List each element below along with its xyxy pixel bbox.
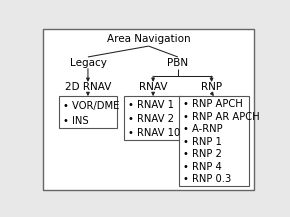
Text: • RNP APCH: • RNP APCH xyxy=(183,99,243,109)
Text: • INS: • INS xyxy=(63,115,88,125)
Text: 2D RNAV: 2D RNAV xyxy=(65,82,111,92)
Text: RNP: RNP xyxy=(201,82,222,92)
Bar xyxy=(59,96,117,128)
Text: • RNAV 2: • RNAV 2 xyxy=(128,114,174,124)
Text: • VOR/DME: • VOR/DME xyxy=(63,101,119,111)
Text: • RNP 4: • RNP 4 xyxy=(183,162,222,172)
Text: RNAV: RNAV xyxy=(139,82,167,92)
Bar xyxy=(179,96,249,186)
Bar xyxy=(124,96,182,140)
Text: Legacy: Legacy xyxy=(70,58,106,68)
Text: • RNP 1: • RNP 1 xyxy=(183,137,222,147)
Text: • A-RNP: • A-RNP xyxy=(183,124,223,135)
Text: PBN: PBN xyxy=(167,58,188,68)
Text: • RNAV 10: • RNAV 10 xyxy=(128,128,180,138)
Text: • RNAV 1: • RNAV 1 xyxy=(128,100,174,110)
Text: • RNP 0.3: • RNP 0.3 xyxy=(183,174,231,184)
Text: Area Navigation: Area Navigation xyxy=(107,35,191,44)
Text: • RNP 2: • RNP 2 xyxy=(183,149,222,159)
Text: • RNP AR APCH: • RNP AR APCH xyxy=(183,112,260,122)
